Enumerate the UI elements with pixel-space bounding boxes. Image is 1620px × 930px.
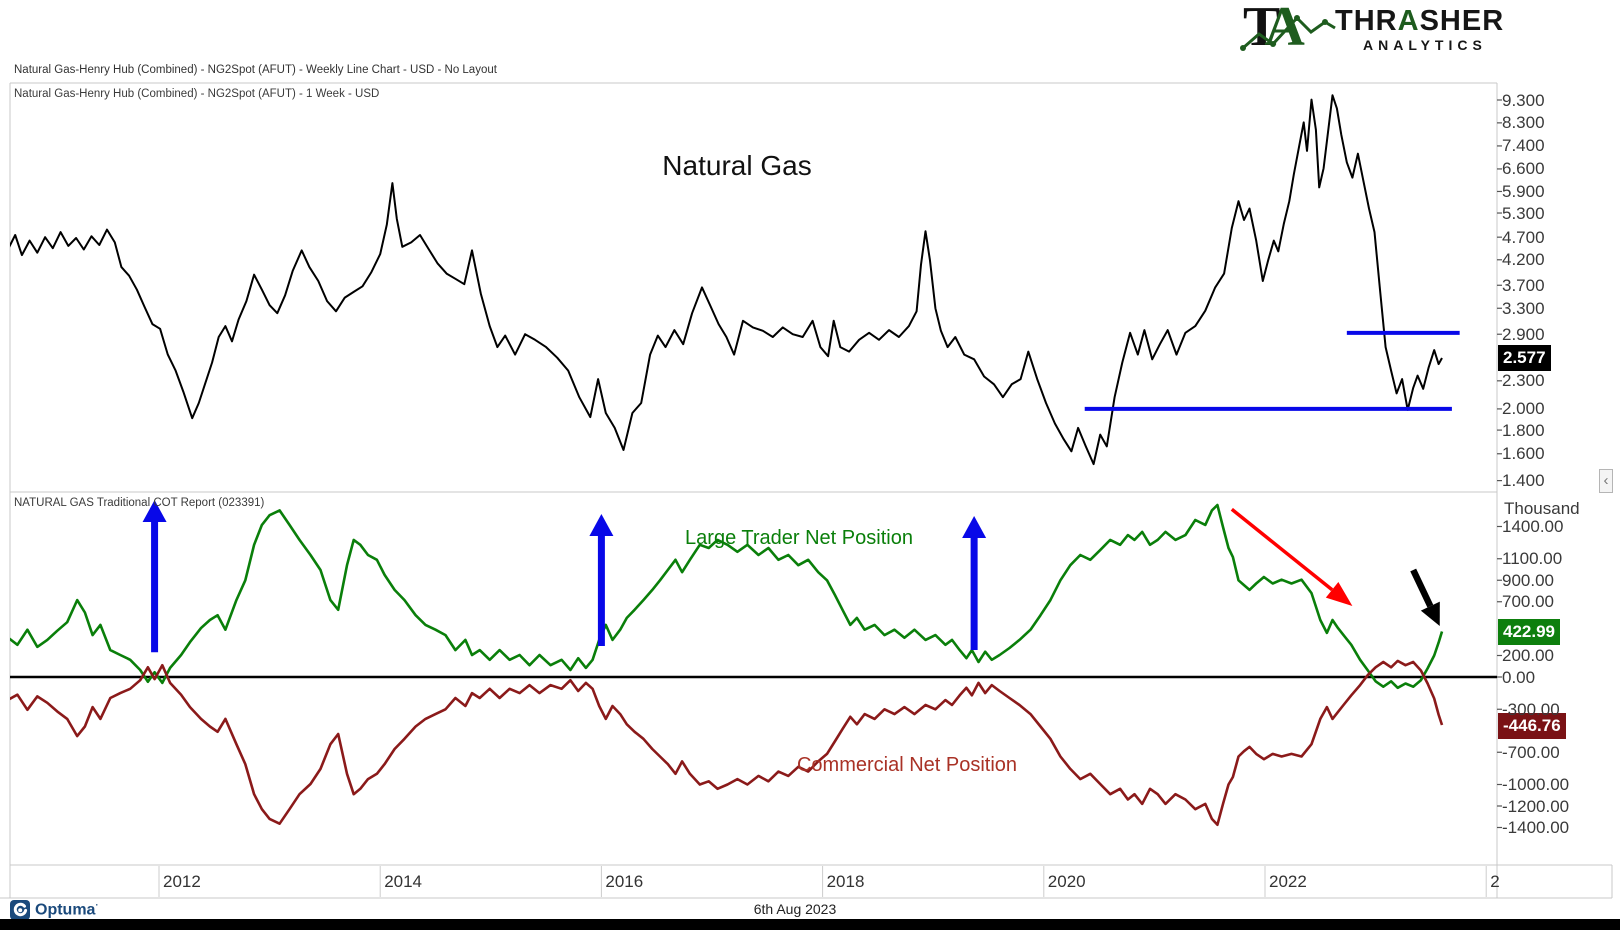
date-axis-year-label: 2014 [384, 872, 423, 891]
brand-subtitle: ANALYTICS [1363, 37, 1487, 53]
cot-axis-tick-label: 1100.00 [1502, 549, 1563, 569]
bottom-bar [0, 919, 1620, 930]
blue-up-arrow-2 [962, 515, 987, 651]
cot-axis-tick-label: 0.00 [1502, 667, 1536, 687]
optuma-logo-text: Optuma· [35, 900, 99, 919]
date-axis-year-label: 2016 [605, 872, 644, 891]
price-pane-title: Natural Gas-Henry Hub (Combined) - NG2Sp… [14, 88, 380, 100]
date-axis-year-label: 2018 [826, 872, 865, 891]
footer: Optuma· 6th Aug 2023 [0, 899, 1620, 920]
large-trader-value-badge: 422.99 [1498, 618, 1560, 645]
thrasher-analytics-logo: TA THRASHER ANALYTICS [1240, 0, 1533, 60]
date-axis-year-label: 2020 [1047, 872, 1086, 891]
price-axis-tick-label: 9.300 [1502, 90, 1545, 110]
large-trader-series-line [10, 503, 1444, 690]
cot-axis-tick-label: 900.00 [1502, 570, 1554, 590]
footer-date: 6th Aug 2023 [753, 901, 837, 917]
price-axis-tick-label: 1.600 [1502, 444, 1545, 464]
cot-axis-tick-label: 1400.00 [1502, 517, 1564, 536]
scroll-left-button[interactable]: ‹ [1599, 469, 1613, 493]
price-axis-tick-label: 1.800 [1502, 420, 1545, 440]
price-series-line [10, 94, 1443, 466]
price-axis-tick-label: 5.900 [1502, 181, 1545, 201]
price-axis-tick-label: 7.400 [1502, 136, 1545, 156]
cot-axis-unit-label: Thousand [1504, 499, 1580, 518]
price-axis-tick-label: 5.300 [1502, 203, 1545, 223]
cot-axis-tick-label: -1400.00 [1502, 818, 1570, 837]
price-axis-tick-label: 3.300 [1502, 298, 1545, 318]
commercial-series-label: Commercial Net Position [796, 754, 1018, 776]
price-axis-tick-label: 6.600 [1502, 159, 1545, 179]
blue-up-arrow-0 [142, 500, 167, 653]
cot-axis-tick-label: 700.00 [1502, 592, 1554, 612]
date-axis-year-label: 2022 [1269, 872, 1307, 891]
price-axis-tick-label: 2.000 [1502, 399, 1545, 419]
optuma-mark-icon [10, 900, 30, 920]
cot-axis-tick-label: -700.00 [1502, 742, 1560, 762]
last-price-badge: 2.577 [1498, 344, 1551, 371]
red-down-arrow [1230, 507, 1353, 607]
date-axis-year-label: 2012 [163, 872, 201, 891]
brand-name-accent: A [1397, 5, 1420, 37]
cot-axis-tick-label: -1000.00 [1502, 775, 1570, 794]
commercial-series-line [10, 659, 1444, 827]
black-down-arrow [1410, 568, 1440, 627]
brand-name-pre: THR [1335, 5, 1398, 37]
date-axis-year-label: 2 [1490, 872, 1500, 891]
blue-up-arrow-1 [589, 514, 614, 647]
window-title: Natural Gas-Henry Hub (Combined) - NG2Sp… [14, 64, 497, 76]
commercial-value-badge: -446.76 [1498, 713, 1566, 740]
price-pane-plot-area[interactable] [10, 83, 1497, 492]
price-axis-tick-label: 2.900 [1502, 324, 1545, 344]
brand-name-post: SHER [1419, 5, 1505, 37]
cot-axis-tick-label: 200.00 [1502, 646, 1554, 665]
cot-axis-tick-label: -300.00 [1502, 699, 1560, 719]
chart-heading: Natural Gas [662, 150, 812, 181]
logo-zigzag-line-icon [1240, 15, 1336, 51]
price-axis-tick-label: 4.700 [1502, 227, 1545, 247]
price-axis-tick-label: 4.200 [1502, 250, 1545, 270]
cot-axis-tick-label: -1200.00 [1502, 796, 1570, 816]
price-axis-tick-label: 3.700 [1502, 275, 1545, 295]
price-axis-tick-label: 1.400 [1502, 471, 1545, 491]
ta-monogram-a: A [1264, 0, 1305, 58]
price-axis-tick-label: 2.300 [1502, 371, 1545, 391]
price-axis-tick-label: 8.300 [1502, 113, 1545, 133]
cot-pane-title: NATURAL GAS Traditional COT Report (0233… [14, 497, 265, 509]
brand-wordmark: THRASHER ANALYTICS [1335, 6, 1504, 53]
large-trader-series-label: Large Trader Net Position [685, 527, 913, 549]
